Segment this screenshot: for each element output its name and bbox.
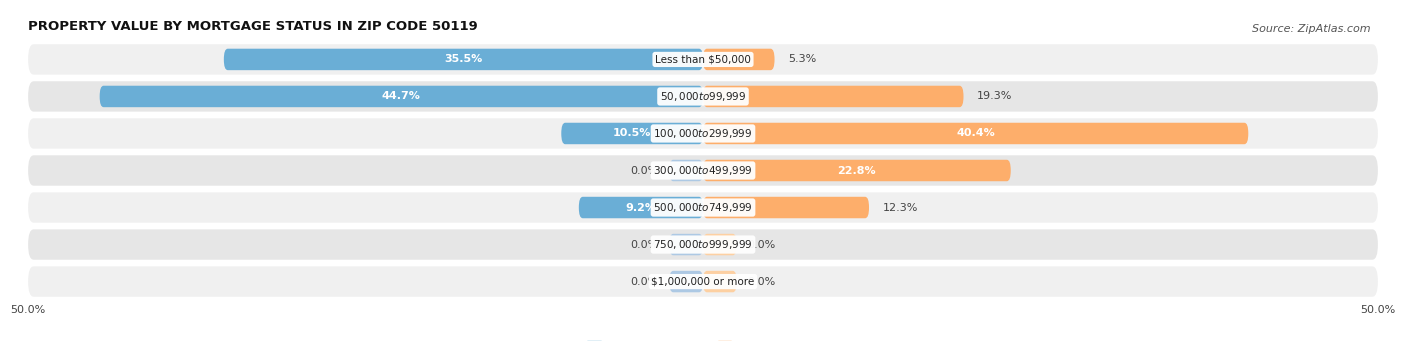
Text: 44.7%: 44.7% — [382, 91, 420, 102]
Text: 40.4%: 40.4% — [956, 129, 995, 138]
Text: $300,000 to $499,999: $300,000 to $499,999 — [654, 164, 752, 177]
Text: $100,000 to $299,999: $100,000 to $299,999 — [654, 127, 752, 140]
Text: $50,000 to $99,999: $50,000 to $99,999 — [659, 90, 747, 103]
Text: 12.3%: 12.3% — [883, 203, 918, 212]
FancyBboxPatch shape — [669, 160, 703, 181]
Text: 10.5%: 10.5% — [613, 129, 651, 138]
FancyBboxPatch shape — [28, 266, 1378, 297]
FancyBboxPatch shape — [579, 197, 703, 218]
FancyBboxPatch shape — [28, 44, 1378, 75]
FancyBboxPatch shape — [28, 118, 1378, 149]
FancyBboxPatch shape — [28, 229, 1378, 260]
FancyBboxPatch shape — [703, 49, 775, 70]
Text: 0.0%: 0.0% — [630, 277, 658, 286]
Text: 19.3%: 19.3% — [977, 91, 1012, 102]
FancyBboxPatch shape — [28, 192, 1378, 223]
FancyBboxPatch shape — [669, 271, 703, 292]
Text: 9.2%: 9.2% — [626, 203, 657, 212]
Text: 0.0%: 0.0% — [630, 165, 658, 176]
FancyBboxPatch shape — [703, 123, 1249, 144]
Text: 0.0%: 0.0% — [630, 239, 658, 250]
Text: Source: ZipAtlas.com: Source: ZipAtlas.com — [1253, 24, 1371, 34]
Text: $750,000 to $999,999: $750,000 to $999,999 — [654, 238, 752, 251]
Text: 5.3%: 5.3% — [787, 55, 817, 64]
FancyBboxPatch shape — [100, 86, 703, 107]
Text: 22.8%: 22.8% — [838, 165, 876, 176]
Text: $500,000 to $749,999: $500,000 to $749,999 — [654, 201, 752, 214]
FancyBboxPatch shape — [561, 123, 703, 144]
Text: 0.0%: 0.0% — [748, 239, 776, 250]
FancyBboxPatch shape — [703, 234, 737, 255]
FancyBboxPatch shape — [28, 155, 1378, 186]
FancyBboxPatch shape — [703, 271, 737, 292]
Text: PROPERTY VALUE BY MORTGAGE STATUS IN ZIP CODE 50119: PROPERTY VALUE BY MORTGAGE STATUS IN ZIP… — [28, 20, 478, 33]
Text: 0.0%: 0.0% — [748, 277, 776, 286]
FancyBboxPatch shape — [224, 49, 703, 70]
Text: $1,000,000 or more: $1,000,000 or more — [651, 277, 755, 286]
Text: Less than $50,000: Less than $50,000 — [655, 55, 751, 64]
FancyBboxPatch shape — [703, 86, 963, 107]
FancyBboxPatch shape — [703, 197, 869, 218]
FancyBboxPatch shape — [703, 160, 1011, 181]
FancyBboxPatch shape — [28, 81, 1378, 112]
Text: 35.5%: 35.5% — [444, 55, 482, 64]
FancyBboxPatch shape — [669, 234, 703, 255]
